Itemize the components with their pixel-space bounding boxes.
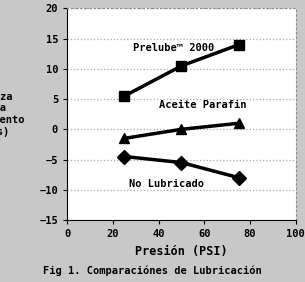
X-axis label: Presión (PSI): Presión (PSI) — [135, 244, 228, 257]
Text: No Lubricado: No Lubricado — [129, 179, 204, 189]
Text: Fig 1. Comparaciónes de Lubricación: Fig 1. Comparaciónes de Lubricación — [43, 266, 262, 276]
Text: Fuerza
para
Movimiento
(lbs): Fuerza para Movimiento (lbs) — [0, 92, 25, 136]
Text: Prelube™ 2000: Prelube™ 2000 — [134, 43, 215, 53]
Text: Aceite Parafin: Aceite Parafin — [159, 100, 246, 110]
